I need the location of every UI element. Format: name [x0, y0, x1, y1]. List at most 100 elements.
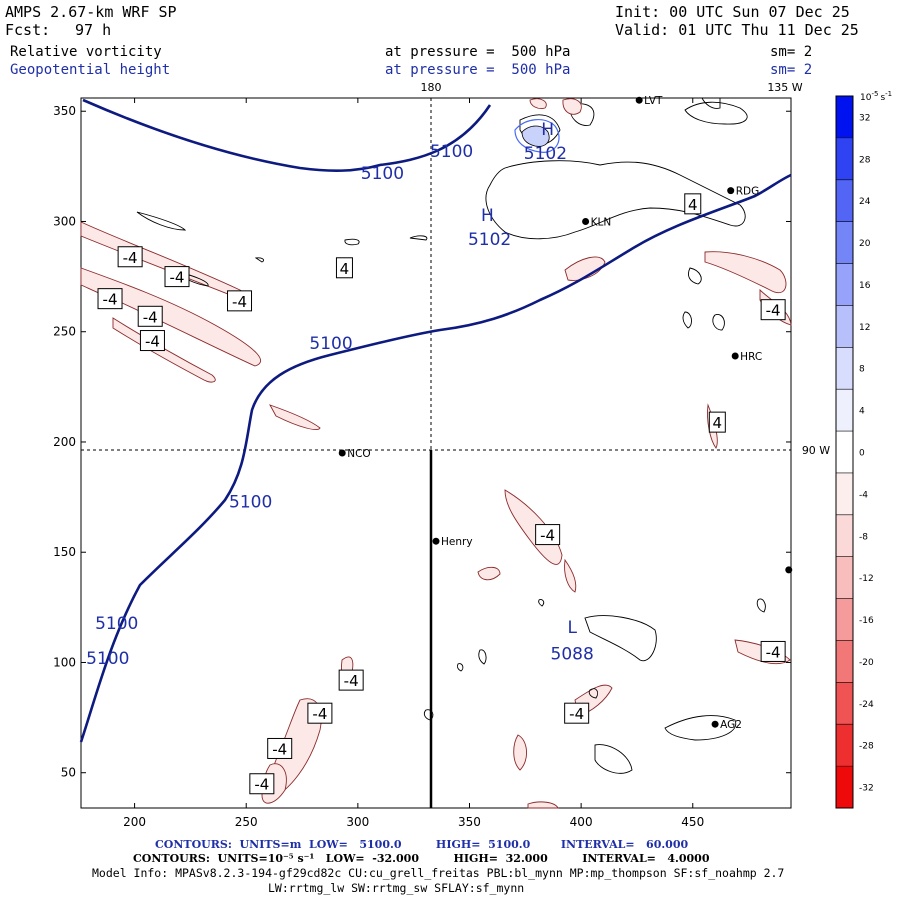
stations: LVT RDG KLN HRC NCO Henry AG2 — [338, 95, 793, 731]
height-label: 5102 — [468, 230, 511, 250]
field1-level: at pressure = 500 hPa — [385, 44, 571, 60]
pos-vort-contour — [478, 649, 487, 665]
pos-vort-contour — [423, 709, 434, 721]
vorticity-label: 4 — [340, 260, 350, 278]
colorbar-label: -8 — [859, 532, 868, 542]
colorbar-label: -20 — [859, 658, 874, 668]
height-contours — [79, 98, 792, 743]
pos-vort-contour — [712, 314, 725, 331]
vorticity-label-box — [267, 737, 293, 759]
colorbar-label: -32 — [859, 784, 874, 794]
neg-vort-band — [269, 404, 321, 430]
neg-vort-band — [504, 489, 563, 565]
pos-vort-contour — [687, 267, 702, 285]
colorbar-swatch — [836, 347, 853, 390]
swirl-negative-lobe — [529, 98, 547, 109]
model-info: Model Info: MPASv8.2.3-194-gf29cd82c CU:… — [92, 866, 785, 880]
vorticity-label-box — [164, 266, 190, 288]
vorticity-swirl — [514, 98, 582, 153]
height-contour-info: CONTOURS: UNITS=m LOW= 5100.0 HIGH= 5100… — [155, 838, 689, 851]
vorticity-label: -4 — [145, 333, 160, 351]
station-label: NCO — [347, 448, 370, 460]
colorbar-swatch — [836, 598, 853, 641]
height-label: 5100 — [95, 614, 138, 634]
colorbar-label: 32 — [859, 113, 870, 123]
colorbar-swatch — [836, 179, 853, 222]
pos-vort-contour — [485, 160, 746, 240]
plot-frame — [80, 97, 792, 809]
vorticity-label: -4 — [170, 269, 185, 287]
vorticity-label: -4 — [272, 740, 287, 758]
y-tick-label: 200 — [53, 435, 76, 449]
pos-vort-contour — [538, 599, 545, 607]
station-label: HRC — [740, 351, 762, 363]
field1-name: Relative vorticity — [10, 44, 162, 60]
field2-smoothing: sm= 2 — [770, 62, 813, 78]
vorticity-label: -4 — [569, 705, 584, 723]
vorticity-label: -4 — [103, 291, 118, 309]
pos-vort-contour — [136, 211, 187, 231]
station-label: Henry — [441, 536, 473, 548]
vorticity-label-box — [137, 305, 163, 327]
vorticity-label: -4 — [123, 249, 138, 267]
height-label: 5100 — [86, 649, 129, 669]
model-title: AMPS 2.67-km WRF SP — [5, 3, 177, 21]
colorbar-label: 12 — [859, 323, 870, 333]
pressure-center-marker: H — [541, 120, 554, 140]
lon-label-90w: 90 W — [802, 444, 830, 457]
init-time: Init: 00 UTC Sun 07 Dec 25 — [615, 3, 850, 21]
colorbar-label: 24 — [859, 197, 871, 207]
height-label: 5100 — [309, 334, 352, 354]
contour-labels: 5100 5100 5100 5100 5100 5100 5102 5102 5088 H H L -… — [86, 120, 786, 795]
height-contour-5100-north — [82, 98, 492, 172]
pos-vort-contour — [584, 615, 657, 662]
colorbar-swatch — [836, 389, 853, 432]
x-tick-label: 300 — [346, 815, 369, 829]
neg-vort-band — [477, 566, 501, 581]
station-marker — [785, 566, 793, 574]
colorbar-swatch — [836, 431, 853, 473]
y-tick-label: 250 — [53, 325, 76, 339]
vorticity-label: -4 — [766, 302, 781, 320]
vorticity-label-box — [338, 669, 364, 691]
colorbar-swatch — [836, 682, 853, 725]
vorticity-label-box — [760, 299, 786, 321]
vorticity-label-box — [139, 330, 165, 352]
neg-vort-band — [564, 558, 577, 593]
colorbar: 32 28 24 20 16 12 8 4 0 -4 -8 -12 -16 -20 -24 -28 -32 — [835, 95, 874, 809]
colorbar-label: 4 — [859, 407, 865, 417]
axes: 200 250 300 350 400 450 350 300 250 200 150 100 50 — [53, 98, 791, 829]
swirl-ring-outer — [514, 119, 560, 153]
pos-vort-contour — [756, 598, 766, 613]
pos-vort-contour — [569, 103, 595, 126]
colorbar-swatch — [836, 724, 853, 767]
y-tick-label: 50 — [61, 766, 76, 780]
pressure-center-marker: L — [567, 618, 577, 638]
vorticity-label: -4 — [766, 643, 781, 661]
height-contour-5100-main — [79, 173, 792, 743]
lon-label-180: 180 — [421, 81, 442, 94]
vorticity-label: -4 — [254, 776, 269, 794]
field1-smoothing: sm= 2 — [770, 44, 813, 60]
height-label: 5088 — [551, 645, 594, 665]
colorbar-label: -4 — [859, 490, 868, 500]
pos-vort-contour — [664, 715, 737, 741]
station-marker — [731, 352, 739, 360]
swirl-negative-lobe — [562, 98, 582, 115]
height-label: 5100 — [229, 493, 272, 513]
y-tick-label: 150 — [53, 545, 76, 559]
colorbar-swatch — [836, 514, 853, 557]
station-label: AG2 — [720, 719, 742, 731]
pos-vort-contour — [594, 744, 633, 774]
station-marker — [711, 720, 719, 728]
station-label: RDG — [736, 186, 760, 198]
vorticity-label: 4 — [713, 414, 723, 432]
station-marker — [338, 449, 346, 457]
colorbar-swatch — [836, 556, 853, 599]
colorbar-swatch — [836, 96, 853, 138]
pos-vort-contour — [682, 311, 692, 329]
colorbar-swatch — [836, 221, 853, 264]
colorbar-frame — [835, 95, 854, 809]
colorbar-label: -24 — [859, 700, 874, 710]
